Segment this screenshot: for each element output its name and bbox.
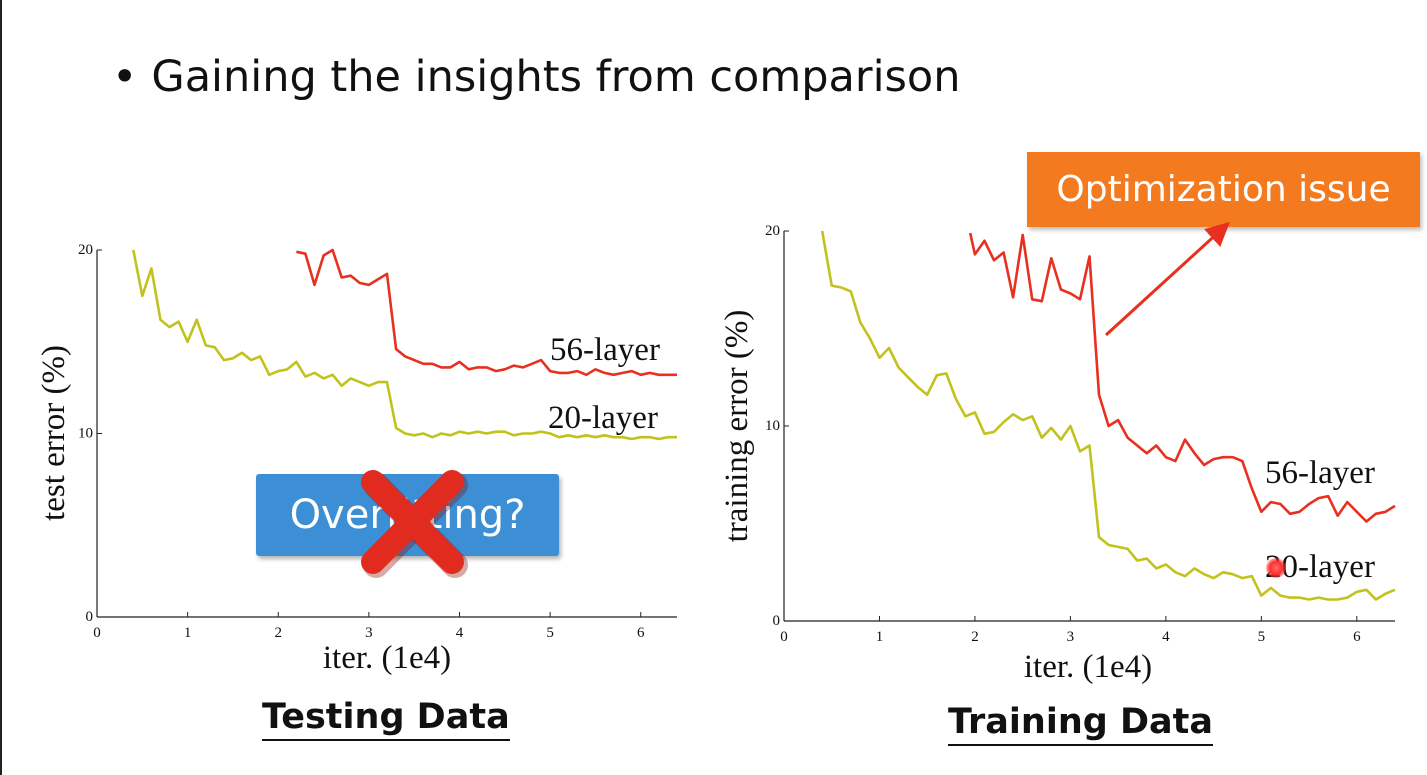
chart2-x-tick-label-2: 2: [971, 629, 979, 645]
chart2-x-tick-label-4: 4: [1162, 629, 1170, 645]
right-caption: Training Data: [948, 702, 1213, 746]
chart1-x-tick-label-6: 6: [637, 625, 645, 641]
chart2-y-axis-label: training error (%): [719, 310, 755, 543]
chart1-x-tick-label-4: 4: [456, 625, 464, 641]
chart1-x-tick-label-1: 1: [184, 625, 192, 641]
optimization-issue-box: Optimization issue: [1027, 152, 1420, 227]
chart1-x-tick-label-0: 0: [93, 625, 101, 641]
chart1-y-tick-label-2: 20: [78, 242, 93, 258]
slide-left-edge: [0, 0, 2, 775]
chart2-series-line-20-layer: [820, 230, 1396, 601]
chart2-series-label-56-layer: 56-layer: [1265, 455, 1375, 491]
chart1-x-axis-label: iter. (1e4): [323, 640, 451, 676]
left-caption: Testing Data: [262, 697, 510, 741]
bullet-text: Gaining the insights from comparison: [151, 52, 961, 102]
chart2-x-axis-label: iter. (1e4): [1024, 649, 1152, 685]
chart1-series-line-56-layer: [296, 248, 677, 377]
chart2-x-tick-label-0: 0: [780, 629, 788, 645]
chart1-y-axis-label: test error (%): [36, 345, 72, 521]
chart2-x-tick-label-6: 6: [1353, 629, 1361, 645]
chart1-x-tick-label-3: 3: [365, 625, 373, 641]
bullet-point: • Gaining the insights from comparison: [112, 52, 960, 102]
x-mark-icon: [361, 470, 468, 578]
chart1-series-label-56-layer: 56-layer: [550, 332, 660, 368]
chart1-x-tick-label-2: 2: [275, 625, 283, 641]
chart2-x-tick-label-1: 1: [876, 629, 884, 645]
chart2-x-tick-label-5: 5: [1258, 629, 1266, 645]
chart1-y-tick-label-1: 10: [78, 426, 93, 442]
bullet-dot-icon: •: [112, 52, 138, 102]
chart1-x-tick-label-5: 5: [546, 625, 554, 641]
chart2-series-line-56-layer: [968, 232, 1396, 523]
chart1-y-tick-label-0: 0: [86, 609, 94, 625]
optimization-issue-label: Optimization issue: [1056, 169, 1391, 210]
chart2-y-tick-label-1: 10: [765, 418, 780, 434]
chart2-y-tick-label-2: 20: [765, 223, 780, 239]
laser-pointer-icon: [1266, 558, 1286, 578]
chart1-series-label-20-layer: 20-layer: [548, 400, 658, 436]
chart2-x-tick-label-3: 3: [1067, 629, 1075, 645]
chart1-series-line-20-layer: [132, 249, 677, 441]
chart2-y-tick-label-0: 0: [773, 613, 781, 629]
